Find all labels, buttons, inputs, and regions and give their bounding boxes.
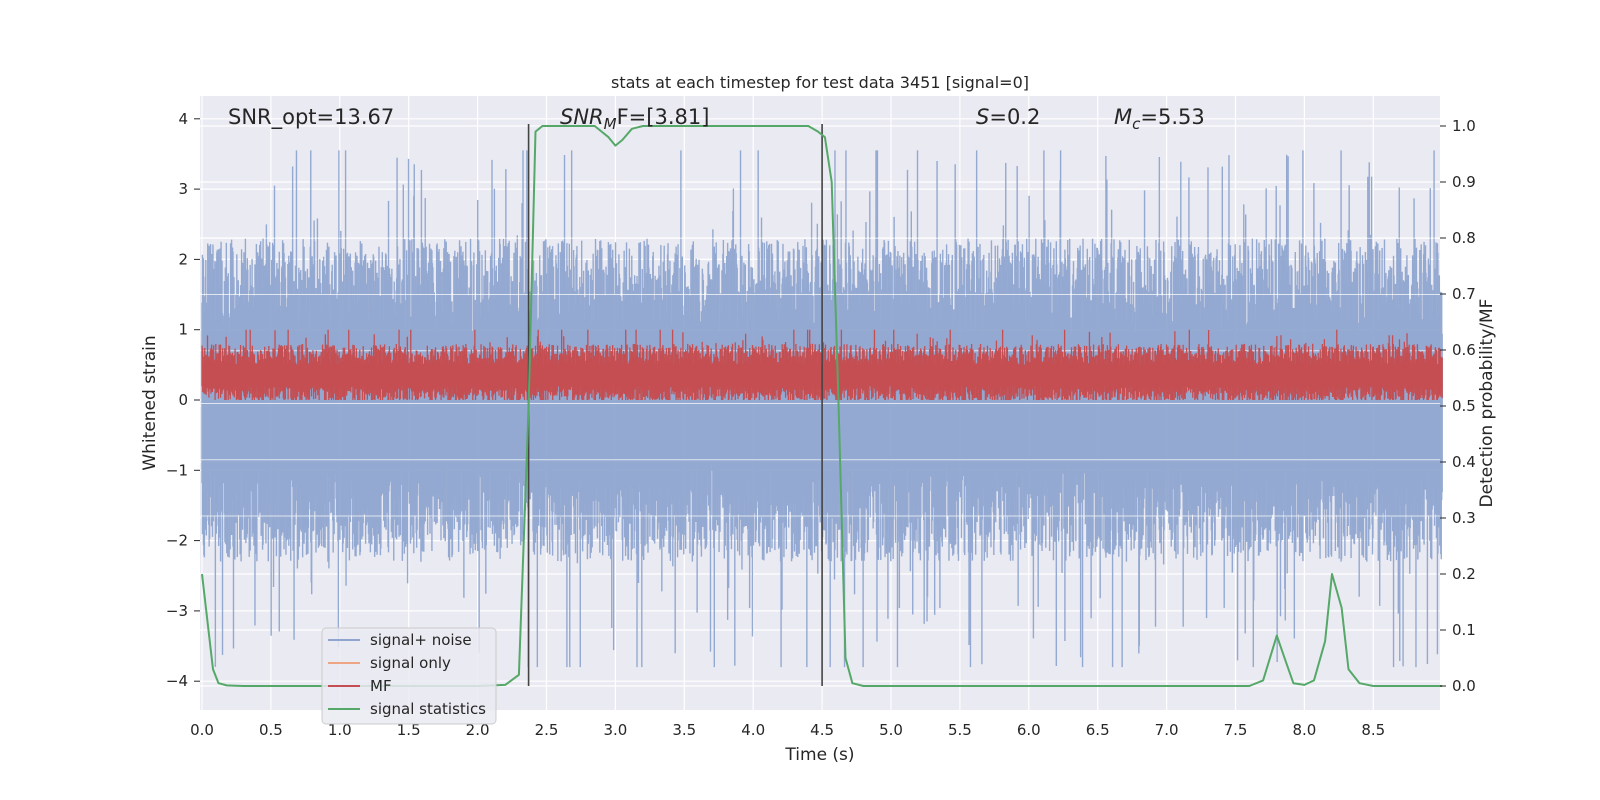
y2-tick-label: 0.9 [1452,173,1476,191]
snr-mf-annotation: SNRMF=[3.81] [560,105,709,133]
y-tick-label: −4 [166,672,188,690]
x-tick-label: 6.0 [1017,721,1041,739]
y-tick-label: 3 [178,180,188,198]
mf-series [201,329,1443,400]
x-tick-label: 1.0 [328,721,352,739]
x-axis-label: Time (s) [784,745,854,765]
x-tick-label: 2.5 [535,721,559,739]
x-tick-label: 4.5 [810,721,834,739]
s-annotation: S=0.2 [976,105,1040,129]
legend-label-signal-statistics: signal statistics [370,700,486,718]
x-tick-label: 8.5 [1361,721,1385,739]
y2-tick-label: 0.3 [1452,509,1476,527]
y-tick-label: −1 [166,461,188,479]
tick-labels: 0.0 0.5 1.0 1.5 2.0 2.5 3.0 3.5 4.0 4.5 5.0 5.5 6.0 6… [166,110,1476,739]
y2-tick-label: 0.2 [1452,565,1476,583]
y2-tick-label: 0.6 [1452,341,1476,359]
y-tick-label: 4 [178,110,188,128]
y2-tick-label: 0.4 [1452,453,1476,471]
legend-label-signal-only: signal only [370,654,451,672]
legend-label-mf: MF [370,677,392,695]
y2-tick-label: 0.7 [1452,285,1476,303]
y2-tick-label: 0.1 [1452,621,1476,639]
x-tick-label: 3.0 [603,721,627,739]
x-tick-label: 2.0 [466,721,490,739]
x-tick-label: 7.5 [1224,721,1248,739]
x-tick-label: 6.5 [1086,721,1110,739]
snr-opt-annotation: SNR_opt=13.67 [228,105,394,130]
y2-axis-label: Detection probability/MF [1477,299,1497,508]
y-tick-label: 1 [178,321,188,339]
y2-tick-label: 0.8 [1452,229,1476,247]
chart-title: stats at each timestep for test data 345… [611,73,1029,92]
mc-annotation: Mc=5.53 [1114,105,1205,133]
y-tick-label: 0 [178,391,188,409]
legend-label-signal-noise: signal+ noise [370,631,472,649]
x-tick-label: 0.0 [190,721,214,739]
x-tick-label: 4.0 [741,721,765,739]
mf-line [201,329,1443,400]
y2-tick-label: 0.5 [1452,397,1476,415]
legend-box [321,627,497,725]
y-axis-label: Whitened strain [140,335,160,470]
y2-tick-label: 1.0 [1452,117,1476,135]
x-tick-label: 0.5 [259,721,283,739]
x-tick-label: 3.5 [672,721,696,739]
y-tick-label: 2 [178,250,188,268]
x-tick-label: 7.0 [1155,721,1179,739]
x-tick-label: 5.5 [948,721,972,739]
legend: signal+ noise signal only MF signal stat… [321,627,497,725]
y2-tick-label: 0.0 [1452,677,1476,695]
y-tick-label: −2 [166,532,188,550]
x-tick-label: 5.0 [879,721,903,739]
y-tick-label: −3 [166,602,188,620]
x-tick-label: 8.0 [1292,721,1316,739]
x-tick-label: 1.5 [397,721,421,739]
